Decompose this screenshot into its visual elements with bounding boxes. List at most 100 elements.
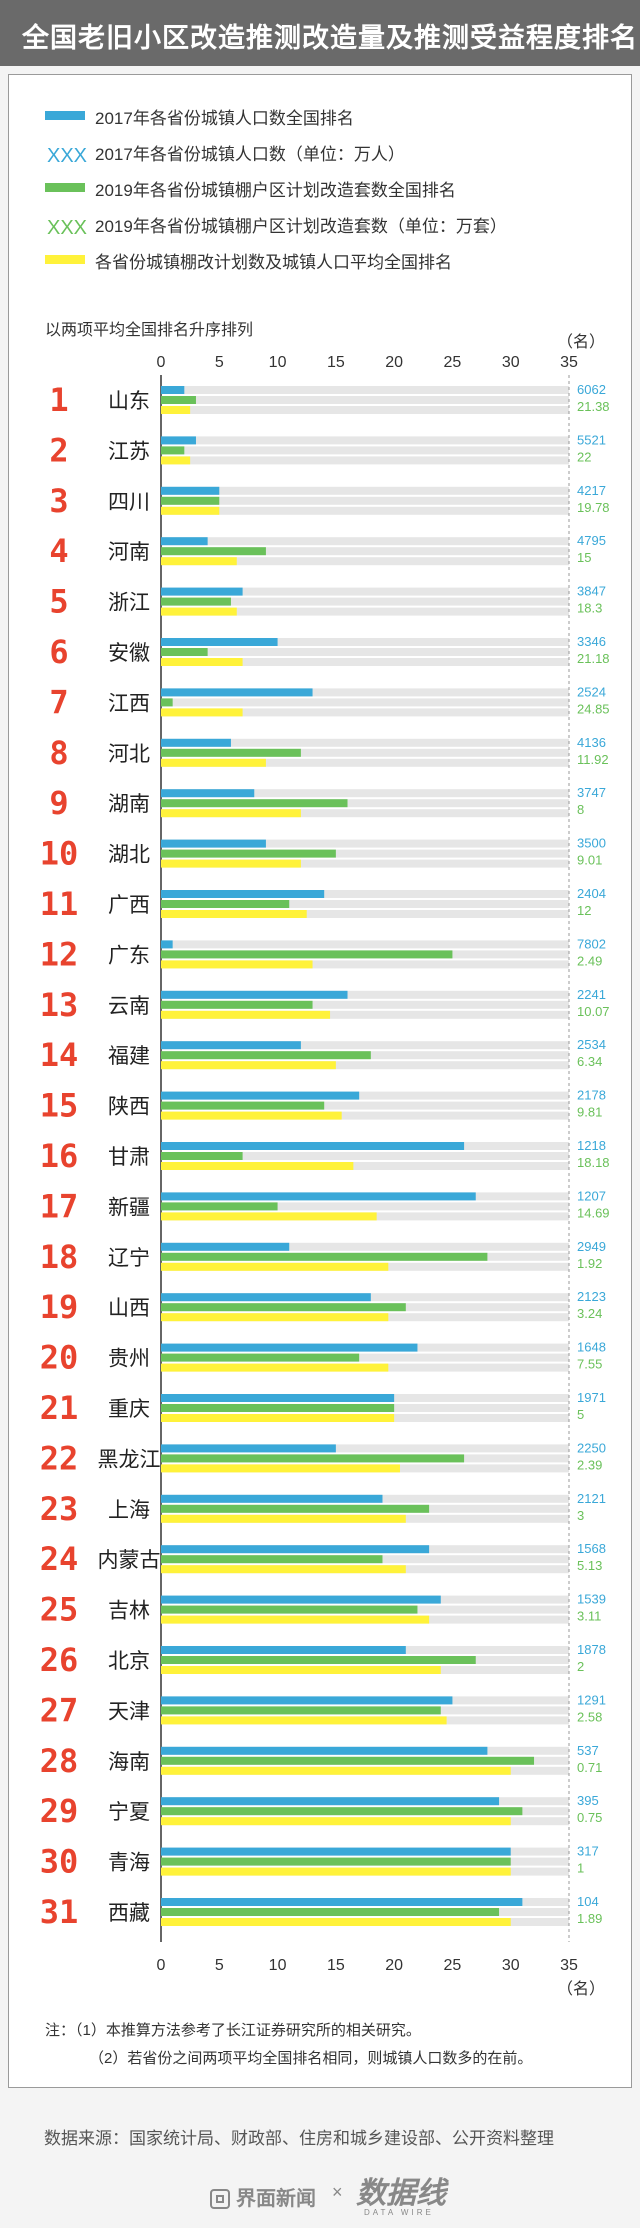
x-axis-unit-bottom: （名） xyxy=(557,1980,605,1998)
bar-shed-rank xyxy=(161,1252,488,1261)
bar-population-rank xyxy=(161,587,243,596)
legend-label: 2019年各省份城镇棚户区计划改造套数全国排名 xyxy=(95,181,456,200)
shed-value: 11.92 xyxy=(577,752,609,767)
bar-population-rank xyxy=(161,1847,511,1856)
grid-track xyxy=(161,648,569,656)
jiemian-icon xyxy=(210,2189,230,2209)
grid-track xyxy=(161,990,569,999)
rank-number: 27 xyxy=(40,1691,79,1729)
rank-number: 9 xyxy=(49,784,68,822)
population-value: 6062 xyxy=(577,382,606,397)
province-name: 湖北 xyxy=(108,844,150,867)
grid-track xyxy=(161,1000,569,1009)
grid-track xyxy=(161,396,569,404)
bar-shed-rank xyxy=(161,1353,360,1362)
page-title: 全国老旧小区改造推测改造量及推测受益程度排名 xyxy=(22,23,638,53)
population-value: 317 xyxy=(577,1844,599,1859)
rank-number: 2 xyxy=(49,431,68,469)
grid-track xyxy=(161,537,569,546)
rank-number: 15 xyxy=(40,1087,79,1125)
rank-number: 16 xyxy=(40,1137,79,1175)
bar-shed-rank xyxy=(161,1857,511,1866)
province-name: 宁夏 xyxy=(108,1801,150,1824)
bar-shed-rank xyxy=(161,748,301,757)
rank-number: 26 xyxy=(40,1641,79,1679)
x-tick-label-top: 30 xyxy=(502,354,520,371)
rank-number: 5 xyxy=(49,583,68,621)
population-value: 2949 xyxy=(577,1239,606,1254)
bar-average-rank xyxy=(161,1918,511,1926)
rank-number: 24 xyxy=(40,1540,79,1578)
bar-population-rank xyxy=(161,940,173,949)
bar-shed-rank xyxy=(161,1454,465,1463)
note-2: （2）若省份之间两项平均全国排名相同，则城镇人口数多的在前。 xyxy=(89,2049,532,2067)
shed-value: 2.49 xyxy=(577,953,602,968)
bar-population-rank xyxy=(161,1494,383,1503)
bar-shed-rank xyxy=(161,597,231,606)
bar-shed-rank xyxy=(161,900,290,908)
rank-number: 28 xyxy=(40,1742,79,1780)
x-tick-label-bottom: 10 xyxy=(269,1957,287,1974)
bar-population-rank xyxy=(161,386,185,394)
shed-value: 5.13 xyxy=(577,1558,602,1573)
data-wire-subtitle: DATA WIRE xyxy=(364,2208,434,2217)
rank-number: 20 xyxy=(40,1339,79,1377)
shed-value: 24.85 xyxy=(577,701,610,716)
bar-population-rank xyxy=(161,1142,465,1150)
chart-frame: 2017年各省份城镇人口数全国排名 XXX 2017年各省份城镇人口数（单位：万人）… xyxy=(8,74,632,2088)
grid-track xyxy=(161,638,569,646)
bar-average-rank xyxy=(161,859,301,868)
province-name: 陕西 xyxy=(108,1096,150,1119)
grid-track xyxy=(161,597,569,606)
bar-average-rank xyxy=(161,1212,377,1221)
grid-track xyxy=(161,587,569,596)
x-tick-label-top: 0 xyxy=(157,354,166,371)
bar-shed-rank xyxy=(161,1303,406,1312)
province-name: 西藏 xyxy=(108,1902,150,1925)
bar-average-rank xyxy=(161,1464,400,1473)
sort-note: 以两项平均全国排名升序排列 xyxy=(45,321,253,339)
bar-average-rank xyxy=(161,1867,511,1876)
grid-track xyxy=(161,1010,569,1019)
grid-track xyxy=(161,799,569,808)
grid-track xyxy=(161,547,569,556)
population-value: 104 xyxy=(577,1894,599,1909)
grid-track xyxy=(161,738,569,747)
grid-track xyxy=(161,890,569,898)
bar-average-rank xyxy=(161,708,243,717)
shed-value: 21.38 xyxy=(577,399,610,414)
bar-population-rank xyxy=(161,1595,441,1604)
bar-average-rank xyxy=(161,1262,389,1271)
bar-population-rank xyxy=(161,1192,476,1201)
bar-shed-rank xyxy=(161,1706,441,1715)
x-tick-label-bottom: 15 xyxy=(327,1957,345,1974)
bar-population-rank xyxy=(161,486,220,495)
bar-average-rank xyxy=(161,1010,331,1019)
bar-shed-rank xyxy=(161,1000,313,1009)
shed-value: 2.58 xyxy=(577,1709,602,1724)
jiemian-brand: 界面新闻 xyxy=(236,2188,316,2210)
province-name: 浙江 xyxy=(108,592,150,615)
rank-number: 29 xyxy=(40,1792,79,1830)
province-name: 安徽 xyxy=(108,642,150,665)
chart: 2017年各省份城镇人口数全国排名 XXX 2017年各省份城镇人口数（单位：万人）… xyxy=(40,109,610,2067)
rank-number: 3 xyxy=(49,482,68,520)
legend-label: 2019年各省份城镇棚户区计划改造套数（单位：万套） xyxy=(95,217,507,236)
population-value: 1207 xyxy=(577,1188,606,1203)
population-value: 2534 xyxy=(577,1037,606,1052)
grid-track xyxy=(161,748,569,757)
grid-track xyxy=(161,900,569,908)
grid-track xyxy=(161,506,569,515)
bar-population-rank xyxy=(161,1242,290,1251)
population-value: 7802 xyxy=(577,936,606,951)
province-name: 内蒙古 xyxy=(98,1549,161,1572)
population-value: 2404 xyxy=(577,886,606,901)
shed-value: 18.18 xyxy=(577,1155,610,1170)
province-name: 青海 xyxy=(108,1852,150,1875)
bar-shed-rank xyxy=(161,849,336,858)
province-name: 云南 xyxy=(108,995,150,1018)
grid-track xyxy=(161,940,569,949)
population-value: 2250 xyxy=(577,1440,606,1455)
bar-shed-rank xyxy=(161,496,220,505)
shed-value: 3.11 xyxy=(577,1609,601,1624)
